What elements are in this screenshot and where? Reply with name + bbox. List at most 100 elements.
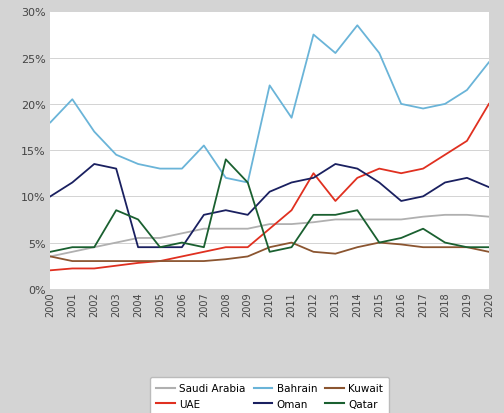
Line: Qatar: Qatar bbox=[50, 160, 489, 252]
Qatar bbox=[398, 236, 404, 241]
UAE bbox=[376, 167, 383, 172]
Bahrain bbox=[135, 162, 141, 167]
Oman bbox=[135, 245, 141, 250]
Bahrain bbox=[223, 176, 229, 181]
Saudi Arabia bbox=[442, 213, 448, 218]
UAE bbox=[333, 199, 339, 204]
UAE bbox=[223, 245, 229, 250]
Oman bbox=[464, 176, 470, 181]
Saudi Arabia bbox=[333, 217, 339, 222]
UAE bbox=[420, 167, 426, 172]
Qatar bbox=[289, 245, 295, 250]
Qatar bbox=[267, 250, 273, 255]
Qatar bbox=[201, 245, 207, 250]
Qatar bbox=[70, 245, 76, 250]
Kuwait bbox=[135, 259, 141, 264]
UAE bbox=[289, 208, 295, 213]
UAE bbox=[47, 268, 53, 273]
Kuwait bbox=[47, 254, 53, 259]
Line: UAE: UAE bbox=[50, 104, 489, 271]
Bahrain bbox=[420, 107, 426, 112]
Saudi Arabia bbox=[47, 254, 53, 259]
Kuwait bbox=[376, 240, 383, 245]
Oman bbox=[179, 245, 185, 250]
Saudi Arabia bbox=[223, 227, 229, 232]
Kuwait bbox=[267, 245, 273, 250]
Oman bbox=[442, 180, 448, 185]
UAE bbox=[201, 250, 207, 255]
Kuwait bbox=[70, 259, 76, 264]
Kuwait bbox=[333, 252, 339, 256]
Line: Oman: Oman bbox=[50, 164, 489, 247]
Bahrain bbox=[398, 102, 404, 107]
Saudi Arabia bbox=[310, 220, 317, 225]
Bahrain bbox=[442, 102, 448, 107]
UAE bbox=[310, 171, 317, 176]
Saudi Arabia bbox=[179, 231, 185, 236]
Qatar bbox=[376, 240, 383, 245]
Bahrain bbox=[289, 116, 295, 121]
Saudi Arabia bbox=[420, 215, 426, 220]
Kuwait bbox=[201, 259, 207, 264]
Line: Kuwait: Kuwait bbox=[50, 243, 489, 261]
Oman bbox=[376, 180, 383, 185]
Bahrain bbox=[486, 61, 492, 66]
Oman bbox=[47, 195, 53, 199]
Kuwait bbox=[179, 259, 185, 264]
UAE bbox=[135, 261, 141, 266]
Qatar bbox=[333, 213, 339, 218]
Oman bbox=[267, 190, 273, 195]
Oman bbox=[201, 213, 207, 218]
Oman bbox=[354, 167, 360, 172]
Qatar bbox=[442, 240, 448, 245]
Bahrain bbox=[47, 121, 53, 126]
Oman bbox=[157, 245, 163, 250]
Oman bbox=[113, 167, 119, 172]
Bahrain bbox=[113, 153, 119, 158]
Qatar bbox=[135, 217, 141, 222]
Qatar bbox=[47, 250, 53, 255]
Kuwait bbox=[310, 250, 317, 255]
Oman bbox=[223, 208, 229, 213]
Oman bbox=[486, 185, 492, 190]
Qatar bbox=[464, 245, 470, 250]
Bahrain bbox=[376, 51, 383, 56]
UAE bbox=[442, 153, 448, 158]
Kuwait bbox=[223, 257, 229, 262]
Oman bbox=[289, 180, 295, 185]
Kuwait bbox=[420, 245, 426, 250]
Bahrain bbox=[464, 88, 470, 93]
Saudi Arabia bbox=[245, 227, 251, 232]
Line: Bahrain: Bahrain bbox=[50, 26, 489, 183]
Qatar bbox=[354, 208, 360, 213]
Saudi Arabia bbox=[486, 215, 492, 220]
Qatar bbox=[91, 245, 97, 250]
Oman bbox=[70, 180, 76, 185]
Saudi Arabia bbox=[289, 222, 295, 227]
UAE bbox=[354, 176, 360, 181]
Bahrain bbox=[245, 180, 251, 185]
Kuwait bbox=[354, 245, 360, 250]
Qatar bbox=[310, 213, 317, 218]
UAE bbox=[398, 171, 404, 176]
Kuwait bbox=[113, 259, 119, 264]
Kuwait bbox=[157, 259, 163, 264]
Bahrain bbox=[333, 51, 339, 56]
Saudi Arabia bbox=[201, 227, 207, 232]
Saudi Arabia bbox=[464, 213, 470, 218]
Qatar bbox=[223, 157, 229, 162]
UAE bbox=[179, 254, 185, 259]
Saudi Arabia bbox=[157, 236, 163, 241]
Kuwait bbox=[442, 245, 448, 250]
Saudi Arabia bbox=[376, 217, 383, 222]
Qatar bbox=[486, 245, 492, 250]
Kuwait bbox=[464, 245, 470, 250]
UAE bbox=[464, 139, 470, 144]
Qatar bbox=[113, 208, 119, 213]
UAE bbox=[157, 259, 163, 264]
Oman bbox=[333, 162, 339, 167]
Kuwait bbox=[91, 259, 97, 264]
Saudi Arabia bbox=[135, 236, 141, 241]
UAE bbox=[70, 266, 76, 271]
UAE bbox=[267, 227, 273, 232]
